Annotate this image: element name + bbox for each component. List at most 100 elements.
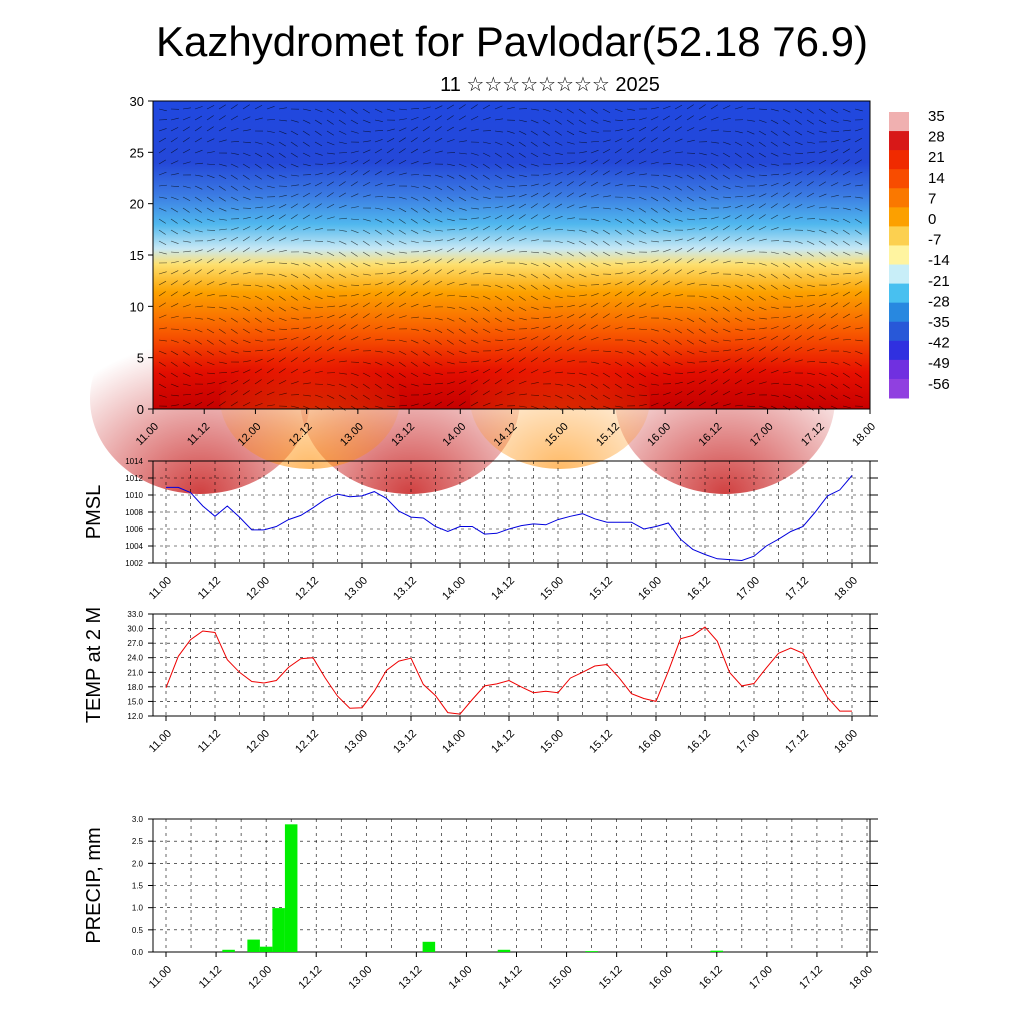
y-tick-label: 21.0 bbox=[127, 668, 143, 677]
colorbar-label: -56 bbox=[928, 376, 950, 393]
x-tick-label: 11.12 bbox=[196, 728, 223, 755]
precip-bar bbox=[284, 824, 298, 952]
x-tick-label: 14.12 bbox=[489, 728, 517, 756]
y-tick-label: 1014 bbox=[125, 457, 143, 466]
y-tick-label: 1012 bbox=[125, 474, 143, 483]
colorbar-label: 0 bbox=[928, 211, 936, 228]
x-tick-label: 12.00 bbox=[244, 728, 272, 756]
y-tick-label: 25 bbox=[130, 145, 144, 160]
y-tick-label: 33.0 bbox=[127, 610, 143, 619]
x-tick-label: 16.12 bbox=[685, 575, 713, 603]
series-line bbox=[165, 626, 852, 715]
y-tick-label: 20 bbox=[130, 197, 144, 212]
x-tick-label: 11.00 bbox=[147, 575, 174, 602]
heatmap-warm-cell bbox=[615, 304, 835, 494]
colorbar-swatch bbox=[889, 321, 909, 342]
x-tick-label: 17.00 bbox=[747, 964, 775, 992]
colorbar-label: 21 bbox=[928, 149, 945, 166]
x-tick-label: 13.12 bbox=[391, 728, 419, 756]
colorbar-label: -7 bbox=[928, 232, 941, 249]
colorbar-label: -28 bbox=[928, 293, 950, 310]
x-tick-label: 15.12 bbox=[587, 575, 615, 603]
colorbar-label: 28 bbox=[928, 129, 945, 146]
chart-title: Kazhydromet for Pavlodar(52.18 76.9) bbox=[155, 18, 869, 65]
y-tick-label: 0.0 bbox=[132, 948, 144, 957]
x-tick-label: 13.00 bbox=[342, 575, 370, 603]
x-tick-label: 17.00 bbox=[734, 575, 762, 603]
colorbar-label: -42 bbox=[928, 335, 950, 352]
colorbar-swatch bbox=[889, 378, 909, 399]
y-tick-label: 5 bbox=[137, 351, 144, 366]
x-tick-label: 14.00 bbox=[440, 575, 468, 603]
x-tick-label: 12.12 bbox=[293, 728, 321, 756]
colorbar-swatch bbox=[889, 169, 909, 189]
precip-bar bbox=[222, 949, 235, 952]
y-tick-label: 1.5 bbox=[132, 882, 144, 891]
y-tick-label: 30 bbox=[130, 94, 144, 109]
colorbar-swatch bbox=[889, 359, 909, 380]
colorbar-label: 35 bbox=[928, 108, 945, 125]
colorbar-label: -49 bbox=[928, 355, 950, 372]
y-tick-label: 30.0 bbox=[127, 625, 143, 634]
precip-bar bbox=[422, 941, 436, 952]
x-tick-label: 16.00 bbox=[647, 964, 675, 992]
x-tick-label: 16.00 bbox=[636, 728, 664, 756]
colorbar-swatch bbox=[889, 131, 909, 151]
colorbar-swatch bbox=[889, 188, 909, 208]
chart-subtitle: 11 ☆☆☆☆☆☆☆☆ 2025 bbox=[440, 74, 660, 96]
colorbar-label: -21 bbox=[928, 273, 950, 290]
y-tick-label: 12.0 bbox=[127, 712, 143, 721]
y-tick-label: 2.0 bbox=[132, 859, 144, 868]
x-tick-label: 11.12 bbox=[196, 575, 223, 602]
x-tick-label: 15.12 bbox=[587, 728, 615, 756]
colorbar-swatch bbox=[889, 283, 909, 304]
precip-bar bbox=[272, 908, 285, 952]
y-axis-label: TEMP at 2 M bbox=[83, 607, 105, 723]
y-tick-label: 2.5 bbox=[132, 837, 144, 846]
y-tick-label: 18.0 bbox=[127, 683, 143, 692]
y-tick-label: 24.0 bbox=[127, 654, 143, 663]
y-tick-label: 15.0 bbox=[127, 697, 143, 706]
heatmap-mild-cell bbox=[220, 329, 400, 469]
x-tick-label: 17.12 bbox=[783, 728, 811, 756]
y-tick-label: 1.0 bbox=[132, 904, 144, 913]
x-tick-label: 12.00 bbox=[244, 575, 272, 603]
x-tick-label: 14.12 bbox=[497, 964, 525, 992]
colorbar-label: 7 bbox=[928, 190, 936, 207]
x-tick-label: 12.12 bbox=[296, 964, 324, 992]
colorbar-swatch bbox=[889, 207, 909, 227]
colorbar-swatch bbox=[889, 112, 909, 132]
colorbar-swatch bbox=[889, 264, 909, 285]
y-tick-label: 10 bbox=[130, 299, 144, 314]
x-tick-label: 13.00 bbox=[342, 728, 370, 756]
colorbar-label: -14 bbox=[928, 252, 950, 269]
x-tick-label: 15.00 bbox=[547, 964, 575, 992]
colorbar-swatch bbox=[889, 302, 909, 323]
x-tick-label: 18.00 bbox=[850, 421, 878, 449]
y-tick-label: 1002 bbox=[125, 559, 143, 568]
x-tick-label: 14.12 bbox=[489, 575, 517, 603]
x-tick-label: 11.00 bbox=[147, 728, 174, 755]
wind-barbs bbox=[158, 104, 864, 411]
series-line bbox=[166, 475, 853, 562]
x-tick-label: 16.00 bbox=[636, 575, 664, 603]
colorbar-swatch bbox=[889, 226, 909, 246]
panel-frame bbox=[152, 613, 871, 717]
x-tick-label: 16.12 bbox=[685, 728, 713, 756]
x-tick-label: 18.00 bbox=[847, 964, 875, 992]
x-tick-label: 12.12 bbox=[293, 575, 321, 603]
precip-bar bbox=[247, 939, 260, 952]
y-tick-label: 1010 bbox=[125, 491, 143, 500]
x-tick-label: 13.12 bbox=[397, 964, 425, 992]
x-tick-label: 15.00 bbox=[538, 728, 566, 756]
y-axis-label: PMSL bbox=[83, 485, 105, 539]
precip-bar bbox=[497, 949, 511, 952]
colorbar-swatch bbox=[889, 340, 909, 361]
y-tick-label: 1004 bbox=[125, 542, 143, 551]
colorbar-label: 14 bbox=[928, 170, 945, 187]
y-tick-label: 0 bbox=[137, 402, 144, 417]
heatmap-mild-cell bbox=[470, 329, 650, 469]
x-tick-label: 16.12 bbox=[697, 964, 725, 992]
y-tick-label: 3.0 bbox=[132, 815, 144, 824]
